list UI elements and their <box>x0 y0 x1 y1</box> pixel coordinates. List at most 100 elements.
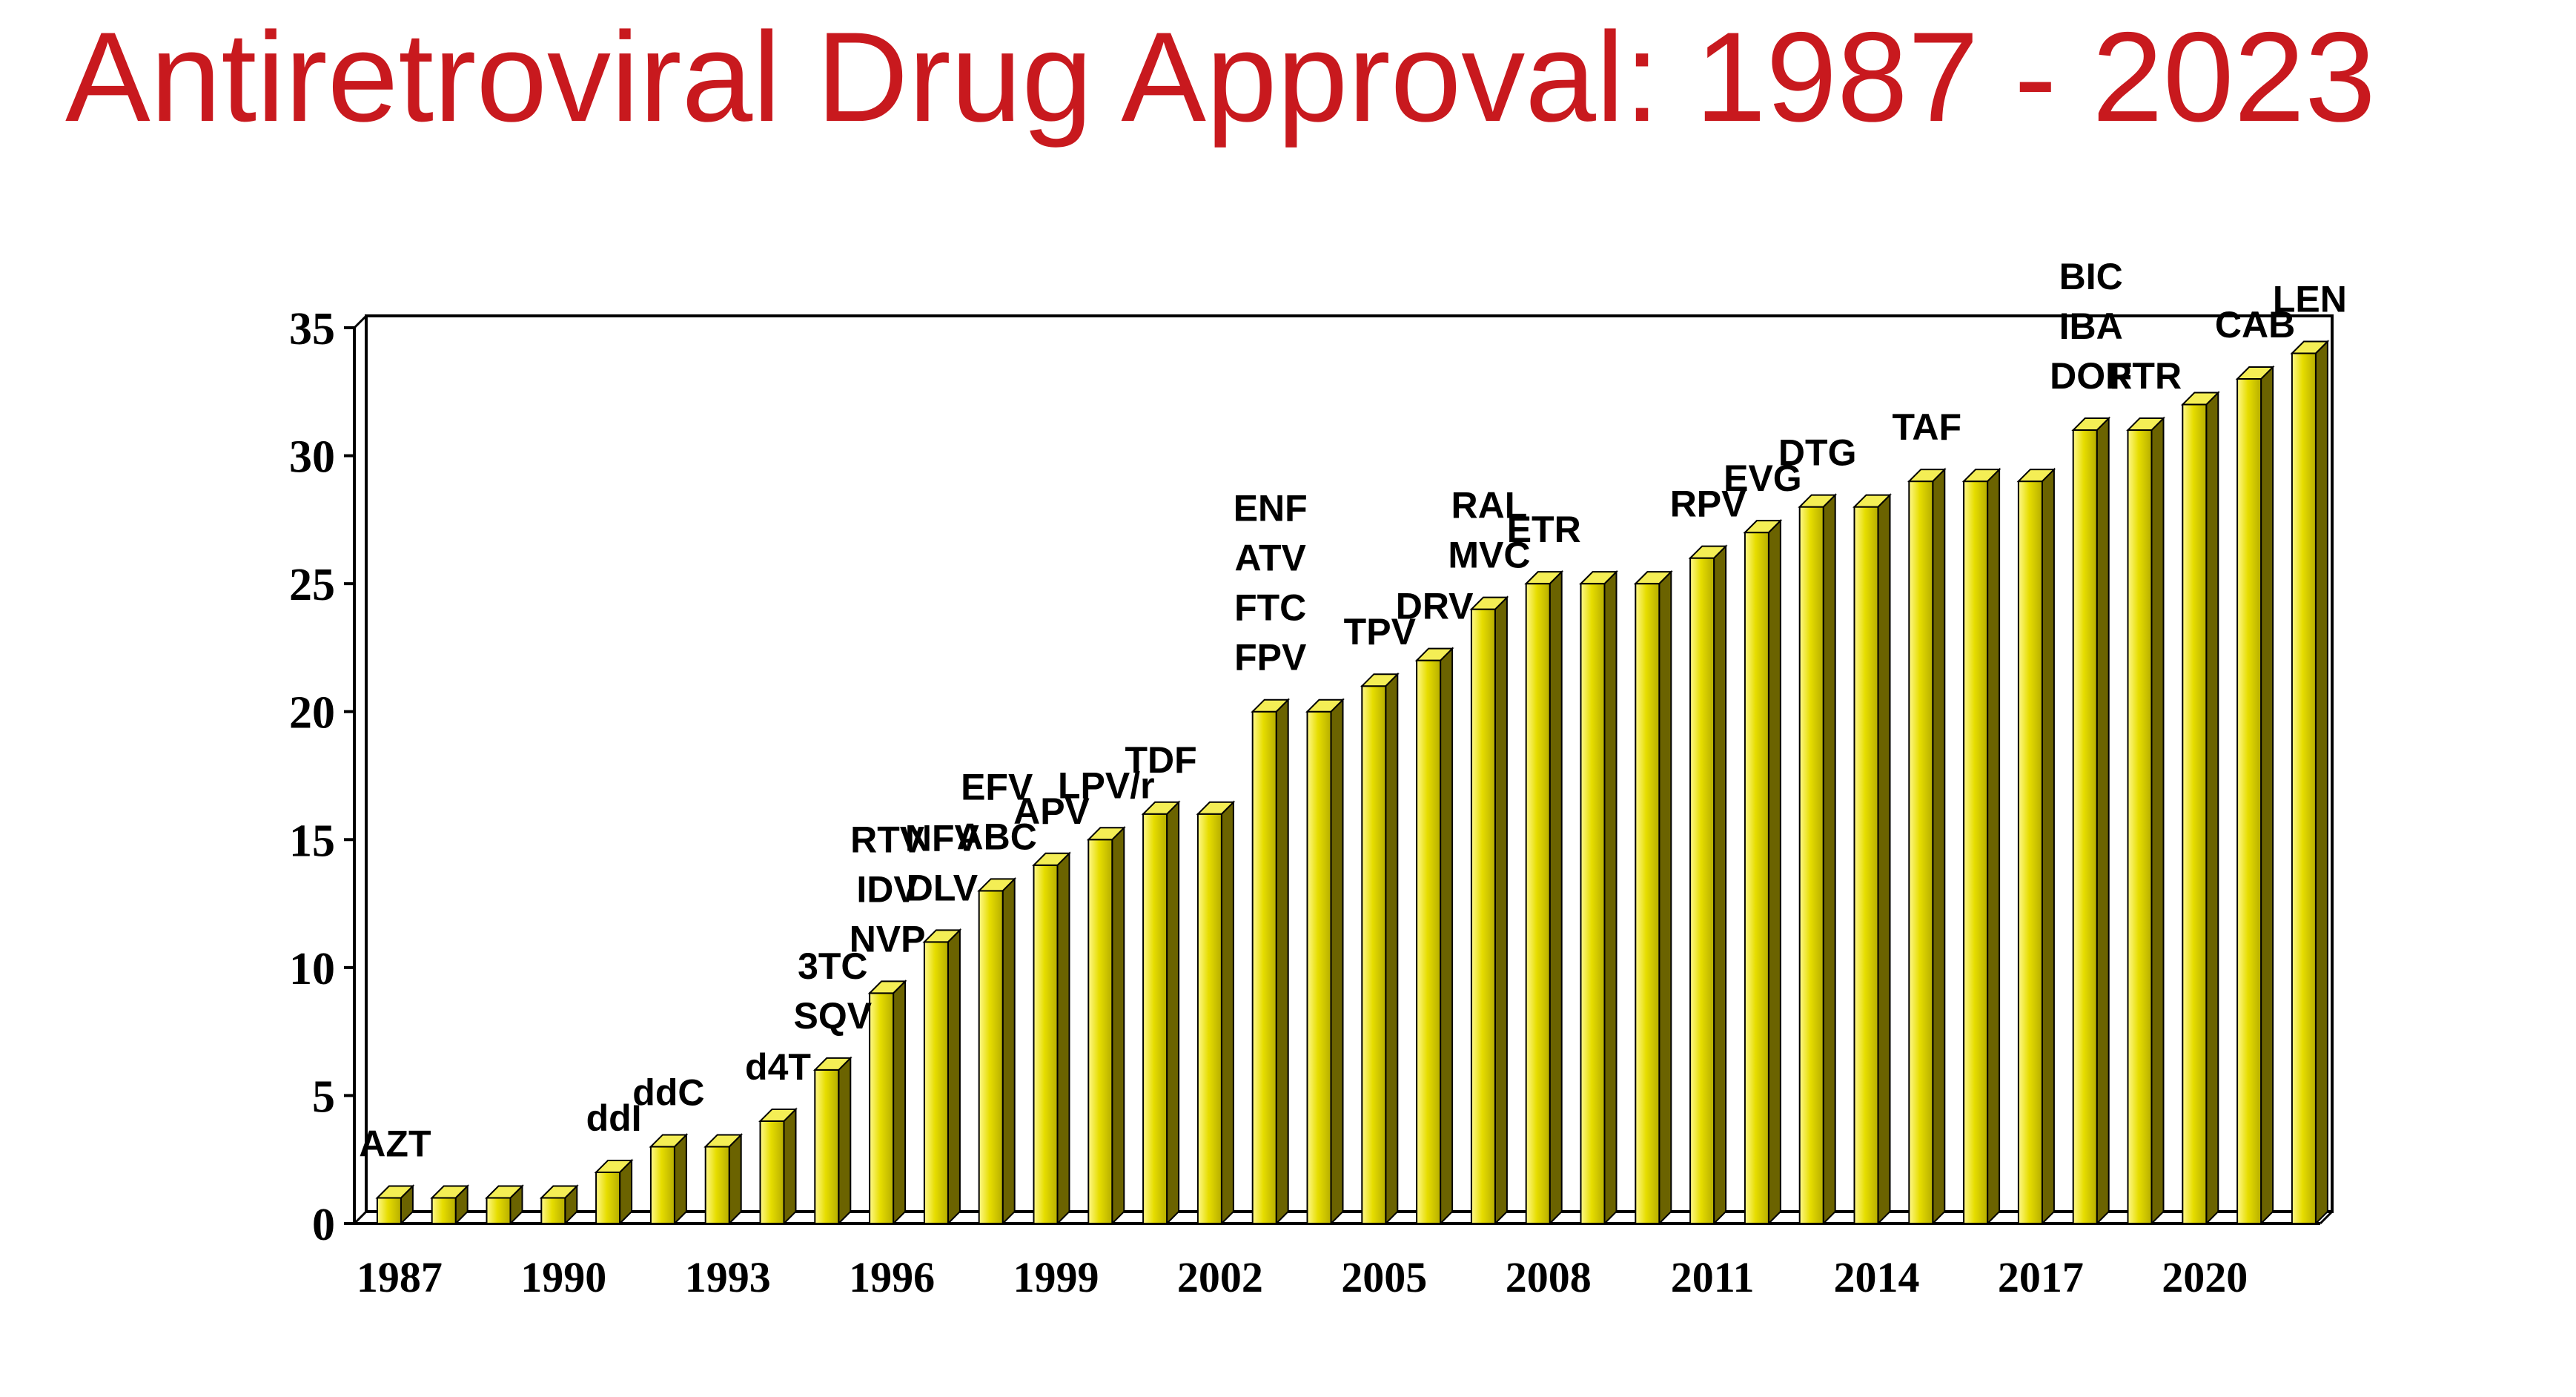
bar-top <box>867 980 907 994</box>
bar-top <box>2071 417 2111 432</box>
drug-label: SQV <box>794 995 873 1037</box>
bar <box>2180 391 2220 1226</box>
drug-label: DRV <box>1396 586 1474 627</box>
bar-side <box>1987 467 2001 1226</box>
drug-label: ATV <box>1235 538 1307 579</box>
x-tick-label: 2002 <box>1177 1253 1263 1301</box>
drug-label: d4T <box>745 1046 811 1088</box>
bar-front <box>1470 608 1496 1224</box>
frame-corner-bl <box>353 1210 368 1225</box>
bar-top <box>758 1108 798 1122</box>
bar-top <box>1579 571 1618 585</box>
bar-front <box>376 1197 402 1225</box>
bar <box>2290 340 2330 1226</box>
drug-label: RTV <box>850 819 925 860</box>
bar <box>977 876 1017 1226</box>
y-axis-ticks: 0 5 10 15 20 25 30 35 <box>289 304 354 1250</box>
drug-label: LPV/r <box>1058 764 1155 806</box>
plot-frame <box>353 314 2334 1225</box>
bar <box>922 928 962 1226</box>
bar <box>1360 672 1400 1226</box>
bar <box>1196 800 1236 1226</box>
bar <box>1907 467 1947 1226</box>
bar <box>1579 569 1618 1226</box>
bar <box>2071 416 2111 1226</box>
x-tick-label: 1999 <box>1013 1253 1099 1301</box>
drug-label: IDV <box>856 868 918 910</box>
y-tick-label: 35 <box>289 304 335 354</box>
bar-side <box>1658 569 1672 1226</box>
bar-top <box>2180 392 2220 406</box>
bar-front <box>2182 403 2208 1224</box>
drug-label: TDF <box>1125 739 1196 781</box>
drug-label: FTC <box>1234 587 1306 629</box>
bar-top <box>649 1134 689 1148</box>
bar-top <box>1798 494 1838 508</box>
bar-front <box>1087 839 1113 1225</box>
drug-label: IBA <box>2059 306 2123 347</box>
bar-front <box>1798 506 1824 1224</box>
bar <box>1524 569 1564 1226</box>
bar-side <box>2041 467 2055 1226</box>
bar-front <box>595 1171 621 1225</box>
bar-front <box>486 1197 511 1225</box>
bar <box>1305 698 1345 1226</box>
bar <box>1688 544 1728 1226</box>
bar-top <box>2126 417 2165 432</box>
bar <box>1141 800 1181 1226</box>
bar-front <box>2236 378 2262 1224</box>
bar <box>594 1158 634 1226</box>
plot-back-wall <box>365 314 2334 1213</box>
y-tick-label: 25 <box>289 560 335 610</box>
bar-front <box>1963 480 1989 1224</box>
bar-side <box>838 1056 852 1226</box>
bar <box>539 1184 579 1226</box>
bar-side <box>893 979 907 1226</box>
bar-top <box>485 1185 524 1199</box>
bar-front <box>2127 429 2153 1224</box>
bar-top <box>1414 647 1454 661</box>
drug-label: DOR <box>2050 355 2132 397</box>
bar-front <box>1525 583 1551 1224</box>
bar-side <box>1166 800 1180 1226</box>
drug-label: NFV <box>905 817 980 859</box>
bar-front <box>1689 557 1715 1224</box>
bar-front <box>1196 813 1222 1225</box>
y-tick-label: 20 <box>289 688 335 739</box>
bar-top <box>922 929 962 943</box>
bar-side <box>1822 493 1836 1226</box>
bar-front <box>2017 480 2043 1224</box>
bar-top <box>1469 596 1509 610</box>
bar-top <box>1743 520 1783 534</box>
drug-label: FTR <box>2110 355 2182 397</box>
bar-front <box>814 1069 840 1225</box>
drug-label: APV <box>1013 790 1090 832</box>
drug-label: TPV <box>1344 611 1417 653</box>
bar-side <box>783 1107 797 1226</box>
x-tick-label: 1987 <box>357 1253 443 1301</box>
drug-label: AZT <box>359 1123 431 1164</box>
bar-front <box>1580 583 1606 1224</box>
drug-label: FPV <box>1234 637 1307 678</box>
bar-front <box>1635 583 1661 1224</box>
drug-label: DLV <box>907 867 979 908</box>
x-tick-label: 1993 <box>685 1253 771 1301</box>
drug-label: RAL <box>1451 485 1528 526</box>
bar-front <box>1142 813 1168 1225</box>
bar-front <box>1908 480 1934 1224</box>
bar-top <box>2290 340 2330 354</box>
bar <box>1743 518 1783 1226</box>
x-tick-label: 2011 <box>1671 1253 1755 1301</box>
bar-side <box>1767 518 1781 1226</box>
bar-side <box>1549 569 1563 1226</box>
bar-side <box>1275 698 1289 1226</box>
bar <box>703 1133 744 1226</box>
drug-label: ddC <box>632 1071 704 1113</box>
bar-front <box>1416 659 1442 1224</box>
bar-side <box>1932 467 1946 1226</box>
bar-side <box>2150 416 2165 1226</box>
drug-annotations: AZTddIddCd4T3TCSQVRTVIDVNVPNFVDLVEFVABCA… <box>359 256 2347 1164</box>
bars-group <box>375 340 2330 1226</box>
bar-top <box>1305 698 1345 713</box>
drug-label: EVG <box>1724 458 1802 499</box>
